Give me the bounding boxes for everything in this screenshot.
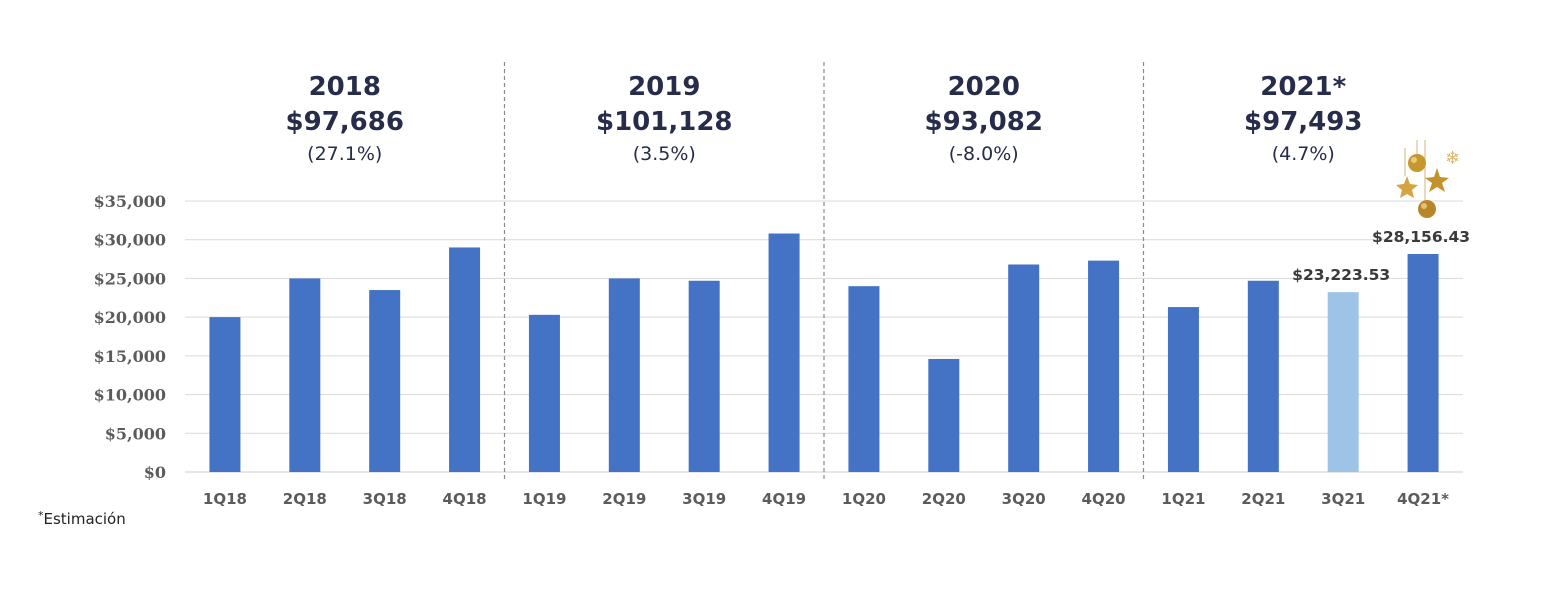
year-change: (3.5%): [633, 143, 696, 165]
x-tick-label: 1Q19: [522, 490, 566, 508]
x-tick-label: 1Q21: [1161, 490, 1205, 508]
x-tick-label: 2Q18: [283, 490, 327, 508]
footnote-text: Estimación: [44, 510, 126, 528]
year-title: 2018: [309, 72, 381, 102]
x-tick-label: 1Q20: [842, 490, 886, 508]
x-tick-label: 4Q19: [762, 490, 806, 508]
y-tick-label: $35,000: [94, 192, 166, 211]
x-tick-label: 1Q18: [203, 490, 247, 508]
year-title: 2019: [628, 72, 700, 102]
data-label: $28,156.43: [1372, 228, 1470, 246]
x-tick-label: 3Q19: [682, 490, 726, 508]
bar-1Q21: [1167, 307, 1199, 472]
bar-3Q18: [369, 290, 401, 472]
bar-4Q18: [449, 247, 481, 472]
bar-1Q20: [848, 286, 880, 472]
x-tick-label: 4Q20: [1082, 490, 1126, 508]
y-tick-label: $10,000: [94, 386, 166, 405]
bar-1Q18: [209, 317, 241, 472]
x-tick-label: 3Q21: [1321, 490, 1365, 508]
year-headers: 2018 $97,686 (27.1%) 2019 $101,128 (3.5%) 2020…: [286, 72, 1363, 165]
y-tick-label: $30,000: [94, 231, 166, 250]
y-tick-label: $20,000: [94, 308, 166, 327]
year-change: (4.7%): [1272, 143, 1335, 165]
y-tick-label: $0: [144, 463, 166, 482]
x-tick-label: 3Q20: [1002, 490, 1046, 508]
y-axis-ticks: $0 $5,000 $10,000 $15,000 $20,000 $25,000 $30,…: [94, 192, 166, 482]
y-tick-label: $25,000: [94, 269, 166, 288]
year-change: (27.1%): [307, 143, 382, 165]
year-change: (-8.0%): [949, 143, 1019, 165]
footnote-mark: *: [38, 509, 44, 522]
bar-2Q18: [289, 278, 321, 472]
bar-3Q20: [1008, 264, 1040, 472]
data-label: $23,223.53: [1292, 266, 1390, 284]
x-tick-label: 3Q18: [363, 490, 407, 508]
data-labels: $23,223.53 $28,156.43: [1292, 228, 1470, 284]
x-axis-ticks: 1Q18 2Q18 3Q18 4Q18 1Q19 2Q19 3Q19 4Q19 1Q20 2Q20…: [203, 490, 1449, 508]
y-tick-label: $5,000: [105, 424, 166, 443]
x-tick-label: 2Q19: [602, 490, 646, 508]
bar-3Q21: [1327, 292, 1359, 472]
year-title: 2020: [948, 72, 1020, 102]
footnote: *Estimación: [38, 509, 126, 528]
bars: [209, 233, 1439, 472]
x-tick-label: 2Q21: [1241, 490, 1285, 508]
bar-4Q19: [768, 233, 800, 472]
year-total: $101,128: [596, 107, 733, 137]
bar-4Q21: [1407, 253, 1439, 472]
bar-2Q19: [608, 278, 640, 472]
x-tick-label: 4Q18: [443, 490, 487, 508]
year-total: $93,082: [925, 107, 1043, 137]
y-tick-label: $15,000: [94, 347, 166, 366]
bar-3Q19: [688, 280, 720, 472]
x-tick-label: 4Q21*: [1397, 490, 1449, 508]
year-title: 2021*: [1260, 72, 1346, 102]
christmas-ornaments-icon: ❄: [1396, 140, 1460, 218]
bar-2Q21: [1247, 280, 1279, 472]
x-tick-label: 2Q20: [922, 490, 966, 508]
bar-1Q19: [528, 314, 560, 472]
bar-4Q20: [1088, 260, 1120, 472]
year-total: $97,686: [286, 107, 404, 137]
year-total: $97,493: [1244, 107, 1362, 137]
bar-2Q20: [928, 358, 960, 472]
svg-text:❄: ❄: [1445, 148, 1460, 169]
